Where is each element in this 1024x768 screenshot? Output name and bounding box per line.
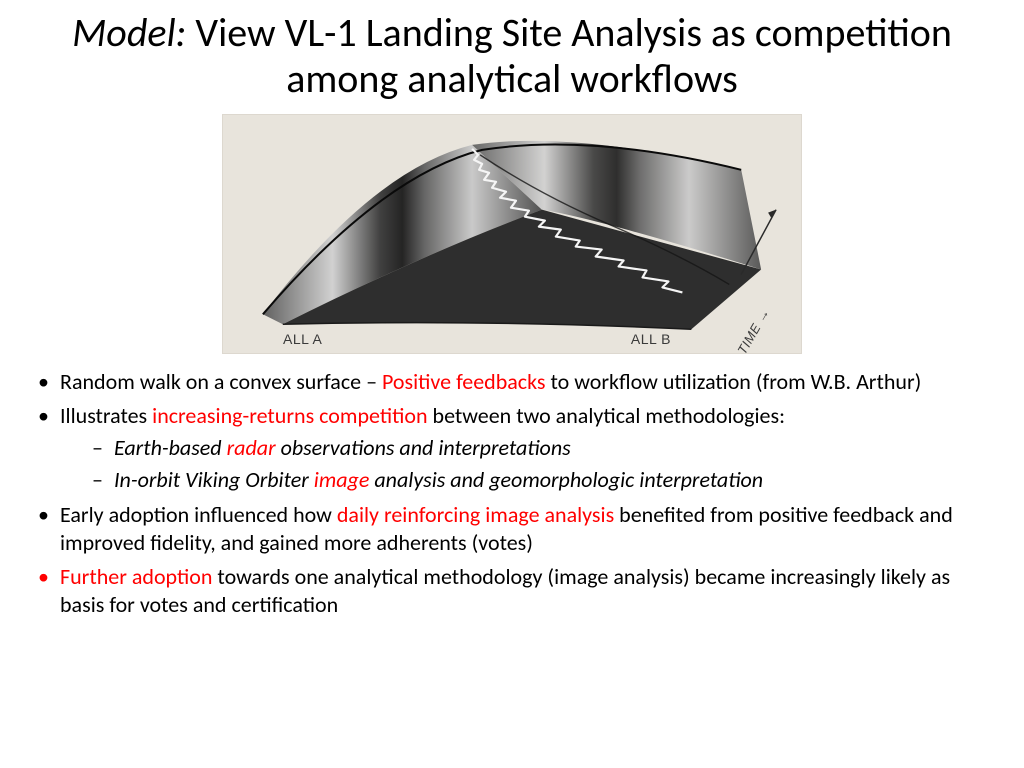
bullet-3-text-a: Early adoption influenced how xyxy=(60,501,337,528)
slide-title: Model: View VL-1 Landing Site Analysis a… xyxy=(30,10,994,102)
convex-surface-figure: ALL A ALL B TIME → xyxy=(222,114,802,354)
bullet-1-text-a: Random walk on a convex surface – xyxy=(60,368,382,395)
bullet-2: Illustrates increasing-returns competiti… xyxy=(30,402,994,494)
bullet-2-sublist: Earth-based radar observations and inter… xyxy=(60,434,994,494)
surface-svg xyxy=(223,115,801,354)
bullet-2-sub-1: Earth-based radar observations and inter… xyxy=(86,434,994,462)
bullet-2-sub-1-highlight: radar xyxy=(227,434,276,461)
bullet-3: Early adoption influenced how daily rein… xyxy=(30,501,994,557)
bullet-2-sub-1-a: Earth-based xyxy=(114,434,227,461)
figure-label-all-a: ALL A xyxy=(283,331,322,347)
bullet-2-sub-2-highlight: image xyxy=(314,466,370,493)
slide: Model: View VL-1 Landing Site Analysis a… xyxy=(0,0,1024,768)
bullet-2-sub-2: In-orbit Viking Orbiter image analysis a… xyxy=(86,466,994,494)
bullet-2-sub-1-b: observations and interpretations xyxy=(276,434,571,461)
bullet-2-sub-2-a: In-orbit Viking Orbiter xyxy=(114,466,314,493)
bullet-2-text-b: between two analytical methodologies: xyxy=(428,402,785,429)
bullet-4: Further adoption towards one analytical … xyxy=(30,563,994,619)
bullet-list: Random walk on a convex surface – Positi… xyxy=(30,368,994,619)
bullet-1-highlight: Positive feedbacks xyxy=(382,368,546,395)
bullet-2-highlight: increasing-returns competition xyxy=(152,402,427,429)
bullet-1-text-b: to workflow utilization (from W.B. Arthu… xyxy=(546,368,922,395)
title-prefix: Model: xyxy=(72,8,186,57)
bullet-3-highlight: daily reinforcing image analysis xyxy=(337,501,614,528)
bullet-2-sub-2-b: analysis and geomorphologic interpretati… xyxy=(369,466,763,493)
figure-container: ALL A ALL B TIME → xyxy=(30,114,994,354)
bullet-4-highlight: Further adoption xyxy=(60,563,212,590)
bullet-1: Random walk on a convex surface – Positi… xyxy=(30,368,994,396)
bullet-content: Random walk on a convex surface – Positi… xyxy=(30,368,994,748)
figure-label-all-b: ALL B xyxy=(631,331,671,347)
title-rest: View VL-1 Landing Site Analysis as compe… xyxy=(186,8,952,103)
bullet-2-text-a: Illustrates xyxy=(60,402,152,429)
